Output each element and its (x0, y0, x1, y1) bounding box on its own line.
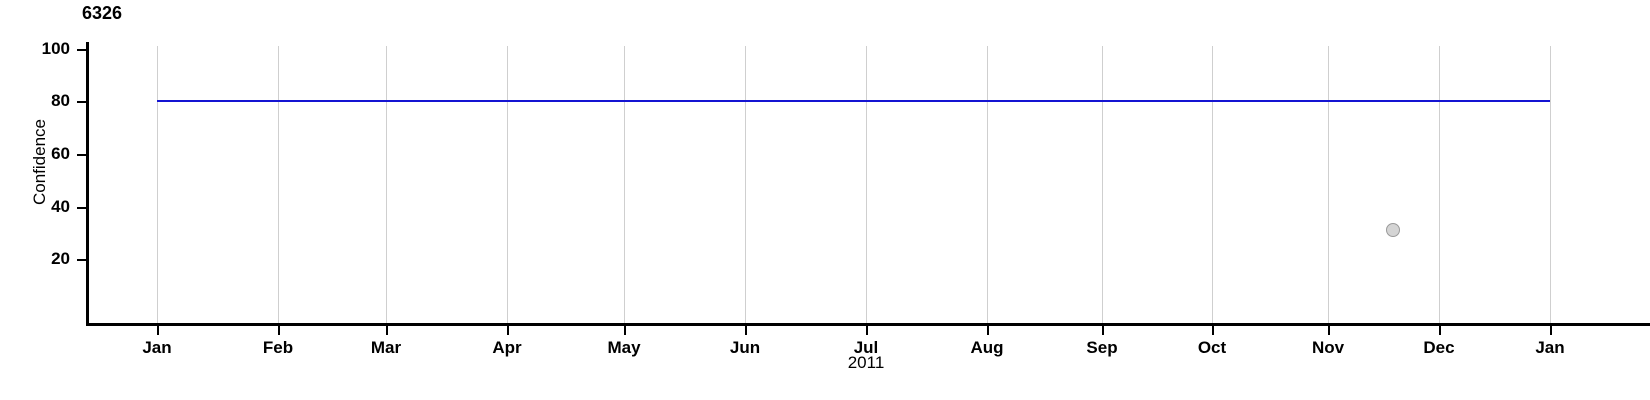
gridline (1212, 46, 1213, 323)
y-axis-title: Confidence (30, 118, 49, 205)
gridline (157, 46, 158, 323)
y-tick-mark (77, 154, 86, 156)
gridline (866, 46, 867, 323)
data-point[interactable] (1386, 223, 1400, 237)
x-tick-label: Dec (1423, 338, 1455, 357)
x-axis-title: 2011 (847, 353, 885, 372)
y-tick-mark (77, 101, 86, 103)
gridline (1102, 46, 1103, 323)
x-tick-label: Oct (1197, 338, 1227, 357)
x-tick-label: Nov (1311, 338, 1345, 357)
y-axis-line (86, 42, 89, 325)
x-tick-label: Jul (853, 338, 879, 357)
x-tick-label: Jan (1535, 338, 1565, 357)
x-tick-label: Jan (142, 338, 172, 357)
y-tick-mark (77, 49, 86, 51)
chart-title: 6326 (82, 3, 123, 23)
x-tick-label: Mar (370, 338, 402, 357)
x-axis-line (86, 323, 1650, 326)
gridline (624, 46, 625, 323)
x-tick-mark (507, 326, 509, 335)
gridline (745, 46, 746, 323)
y-tick-mark (77, 259, 86, 261)
x-tick-mark (624, 326, 626, 335)
y-tick-label: 40 (51, 197, 70, 216)
x-tick-label: May (607, 338, 641, 357)
x-tick-label: Feb (262, 338, 294, 357)
y-tick-label: 100 (41, 39, 70, 58)
x-tick-label: Jun (729, 338, 761, 357)
x-tick-label: Apr (492, 338, 522, 357)
x-tick-mark (987, 326, 989, 335)
x-tick-mark (386, 326, 388, 335)
x-tick-mark (1328, 326, 1330, 335)
x-tick-label: Sep (1086, 338, 1118, 357)
y-tick-mark (77, 207, 86, 209)
gridline (278, 46, 279, 323)
threshold-line (157, 100, 1550, 102)
gridline (507, 46, 508, 323)
gridline (1550, 46, 1551, 323)
x-tick-mark (745, 326, 747, 335)
x-tick-mark (1212, 326, 1214, 335)
x-tick-mark (1439, 326, 1441, 335)
y-tick-label: 20 (51, 249, 70, 268)
x-tick-mark (1550, 326, 1552, 335)
y-tick-label: 60 (51, 144, 70, 163)
x-tick-mark (1102, 326, 1104, 335)
x-tick-mark (157, 326, 159, 335)
x-tick-label: Aug (970, 338, 1004, 357)
y-tick-label: 80 (51, 91, 70, 110)
gridline (1328, 46, 1329, 323)
gridline (1439, 46, 1440, 323)
gridline (987, 46, 988, 323)
x-tick-mark (866, 326, 868, 335)
gridline (386, 46, 387, 323)
x-tick-mark (278, 326, 280, 335)
